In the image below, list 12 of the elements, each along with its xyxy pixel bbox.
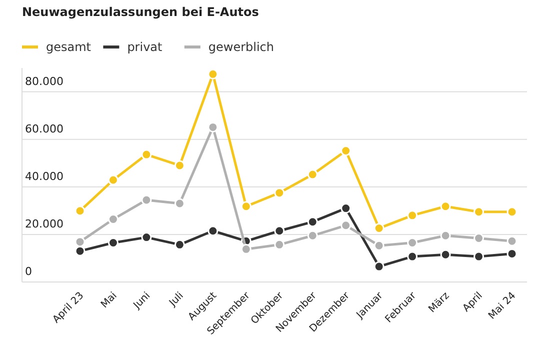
y-tick-label: 80.000: [25, 74, 64, 88]
x-tick-label: Juli: [166, 290, 186, 310]
x-tick-label: Mai: [99, 290, 120, 311]
legend-label: gesamt: [46, 40, 92, 54]
legend-label: privat: [127, 40, 163, 54]
legend-label: gewerblich: [208, 40, 274, 54]
y-tick-label: 60.000: [25, 122, 64, 136]
y-tick-label: 0: [25, 265, 32, 278]
y-tick-label: 40.000: [25, 170, 64, 183]
y-tick-label: 20.000: [25, 217, 64, 230]
x-tick-label: Mai 24: [486, 290, 518, 322]
chart-title: Neuwagenzulassungen bei E-Autos: [22, 5, 259, 19]
